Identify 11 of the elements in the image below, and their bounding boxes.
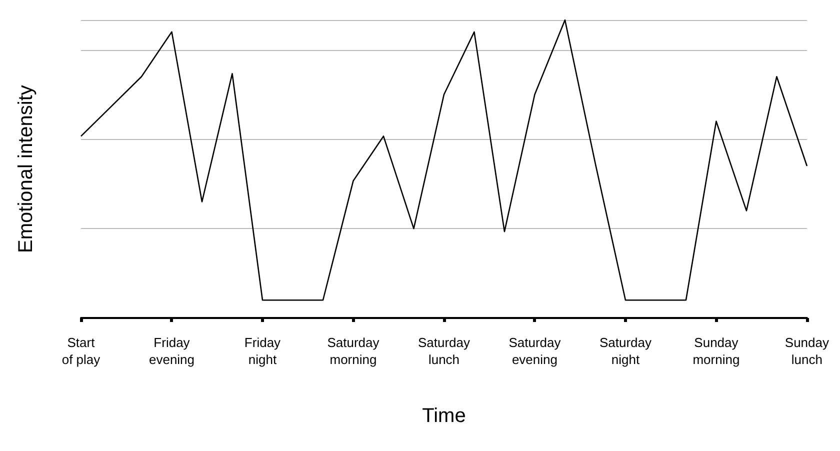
x-tick-label: Saturday lunch bbox=[418, 335, 470, 367]
x-tick-label: Sunday morning bbox=[692, 335, 740, 367]
x-tick-label: Saturday morning bbox=[327, 335, 380, 367]
x-tick-label: Friday evening bbox=[148, 335, 195, 367]
x-tick-label: Saturday evening bbox=[508, 335, 562, 367]
x-tick-label: Sunday lunch bbox=[784, 335, 830, 367]
x-tick-label: Start of play bbox=[62, 335, 101, 367]
x-axis-title: Time bbox=[422, 405, 466, 427]
x-tick-label: Saturday night bbox=[599, 335, 652, 367]
x-tick-label: Friday night bbox=[244, 335, 282, 367]
y-axis-title: Emotional intensity bbox=[15, 85, 37, 253]
